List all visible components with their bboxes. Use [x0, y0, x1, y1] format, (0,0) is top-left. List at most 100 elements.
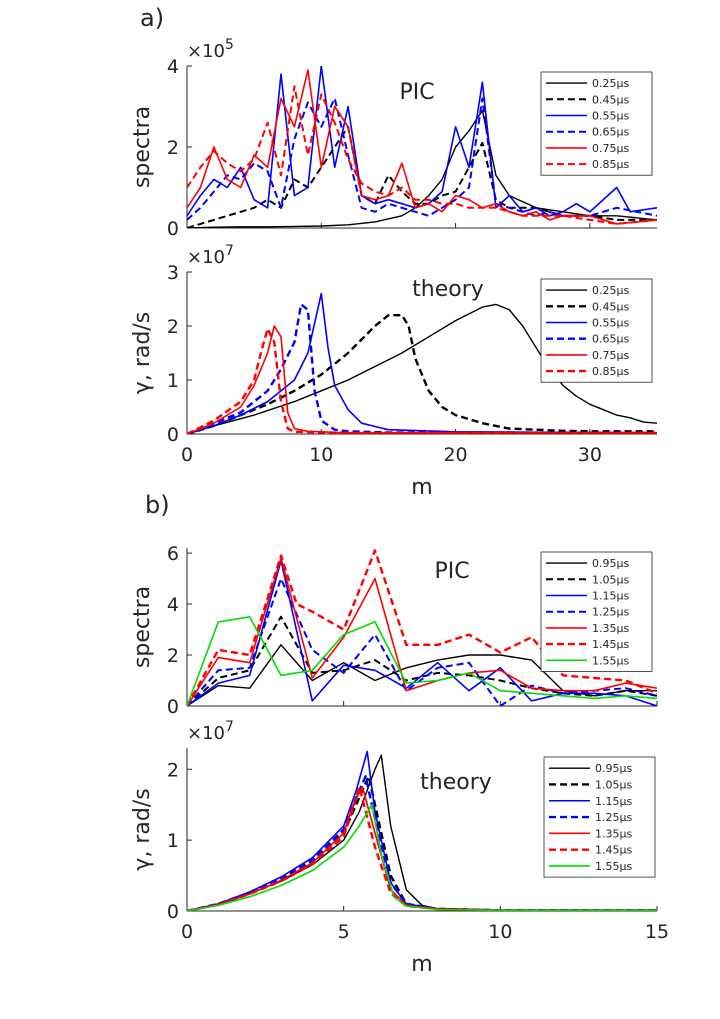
legend: 0.25μs 0.45μs 0.55μs 0.65μs 0.75μs 0.85μs — [540, 278, 653, 383]
plot-title: PIC — [399, 80, 434, 105]
series-line — [187, 557, 657, 706]
legend-label: 0.75μs — [592, 142, 629, 155]
legend-label: 1.55μs — [592, 654, 629, 667]
plot-title: theory — [412, 277, 484, 302]
legend-label: 0.75μs — [592, 349, 629, 362]
series-line — [187, 615, 657, 706]
chart-a-pic: 0 2 4 ×105 spectra PIC 0.25μs 0.45μs 0.55μs 0.65μ… — [130, 37, 657, 240]
legend-label: 0.85μs — [592, 158, 629, 171]
legend: 0.95μs 1.05μs 1.15μs 1.25μs 1.35μs 1.45μs 1.55… — [540, 551, 653, 672]
series-line — [187, 803, 657, 911]
y-axis-label: spectra — [130, 586, 155, 668]
series-group — [187, 66, 657, 228]
legend-label: 1.45μs — [595, 844, 632, 857]
series-line — [187, 577, 657, 706]
exponent-power: 5 — [225, 37, 234, 53]
plot-title: PIC — [434, 559, 469, 584]
panel-label-a: a) — [140, 4, 164, 32]
x-tick-label: 5 — [338, 921, 350, 943]
legend: 0.25μs 0.45μs 0.55μs 0.65μs 0.75μs 0.85μs — [540, 71, 653, 176]
chart-b-pic: 0 2 4 6 spectra PIC 0.95μs 1.05μs 1.15μs 1.25μs 1.… — [130, 543, 658, 718]
y-tick-label: 0 — [167, 901, 179, 923]
legend-label: 0.25μs — [592, 284, 629, 297]
legend-box — [540, 71, 653, 176]
series-group — [187, 750, 657, 911]
y-axis-label: γ, rad/s — [130, 312, 155, 394]
legend-label: 0.55μs — [592, 110, 629, 123]
panel-label-b: b) — [145, 491, 170, 519]
legend-label: 0.95μs — [592, 557, 629, 570]
exponent-base: ×10 — [187, 41, 225, 62]
legend-label: 1.35μs — [595, 827, 632, 840]
legend-label: 1.05μs — [592, 573, 629, 586]
legend-label: 1.35μs — [592, 622, 629, 635]
x-tick-label: 20 — [443, 444, 467, 466]
x-tick-label: 10 — [309, 444, 333, 466]
y-tick-label: 2 — [167, 645, 179, 667]
y-tick-label: 2 — [167, 137, 179, 159]
chart-b-theory: 0 1 2 0 5 10 15 ×107 γ, rad/s m theory 0.95μs 1.05μs… — [130, 719, 669, 977]
series-line — [187, 85, 657, 225]
x-axis-label: m — [411, 952, 432, 977]
series-line — [187, 292, 657, 434]
legend-label: 1.15μs — [595, 795, 632, 808]
y-tick-label: 3 — [167, 262, 179, 284]
x-tick-label: 15 — [645, 921, 669, 943]
legend-label: 1.55μs — [595, 860, 632, 873]
series-line — [187, 325, 657, 434]
series-line — [187, 69, 657, 225]
legend-label: 0.45μs — [592, 300, 629, 313]
y-tick-label: 1 — [167, 370, 179, 392]
y-tick-label: 1 — [167, 830, 179, 852]
y-tick-label: 2 — [167, 316, 179, 338]
series-group — [187, 292, 657, 434]
series-line — [187, 125, 657, 228]
legend-label: 1.05μs — [595, 778, 632, 791]
legend: 0.95μs 1.05μs 1.15μs 1.25μs 1.35μs 1.45μs 1.55… — [543, 756, 656, 878]
axis-exponent-label: ×107 — [187, 719, 234, 744]
exponent-base: ×10 — [187, 723, 225, 744]
legend-label: 1.15μs — [592, 590, 629, 603]
y-tick-label: 0 — [167, 218, 179, 240]
series-line — [187, 109, 657, 228]
legend-label: 0.95μs — [595, 762, 632, 775]
legend-label: 0.45μs — [592, 93, 629, 106]
series-line — [187, 303, 657, 434]
series-line — [187, 559, 657, 706]
x-tick-label: 10 — [488, 921, 512, 943]
x-axis-label: m — [411, 475, 432, 500]
legend-label: 0.25μs — [592, 77, 629, 90]
legend-label: 0.55μs — [592, 317, 629, 330]
legend-label: 0.85μs — [592, 365, 629, 378]
exponent-base: ×10 — [187, 247, 225, 268]
series-line — [187, 66, 657, 217]
series-line — [187, 314, 657, 434]
axis-exponent-label: ×107 — [187, 243, 234, 268]
plot-title: theory — [420, 770, 492, 795]
x-tick-label: 0 — [181, 921, 193, 943]
y-tick-label: 2 — [167, 759, 179, 781]
series-group — [187, 549, 657, 706]
legend-label: 1.25μs — [592, 606, 629, 619]
x-tick-label: 30 — [578, 444, 602, 466]
series-line — [187, 327, 657, 434]
y-axis-label: spectra — [130, 106, 155, 188]
legend-label: 0.65μs — [592, 333, 629, 346]
series-line — [187, 549, 657, 706]
series-line — [187, 303, 657, 434]
y-tick-label: 4 — [167, 56, 179, 78]
legend-label: 0.65μs — [592, 126, 629, 139]
series-line — [187, 615, 657, 706]
exponent-power: 7 — [225, 719, 234, 735]
exponent-power: 7 — [225, 243, 234, 259]
x-tick-label: 0 — [181, 444, 193, 466]
y-axis-label: γ, rad/s — [130, 788, 155, 870]
y-tick-label: 0 — [167, 424, 179, 446]
legend-box — [540, 278, 653, 383]
y-tick-label: 6 — [167, 543, 179, 565]
y-tick-label: 4 — [167, 594, 179, 616]
legend-label: 1.25μs — [595, 811, 632, 824]
